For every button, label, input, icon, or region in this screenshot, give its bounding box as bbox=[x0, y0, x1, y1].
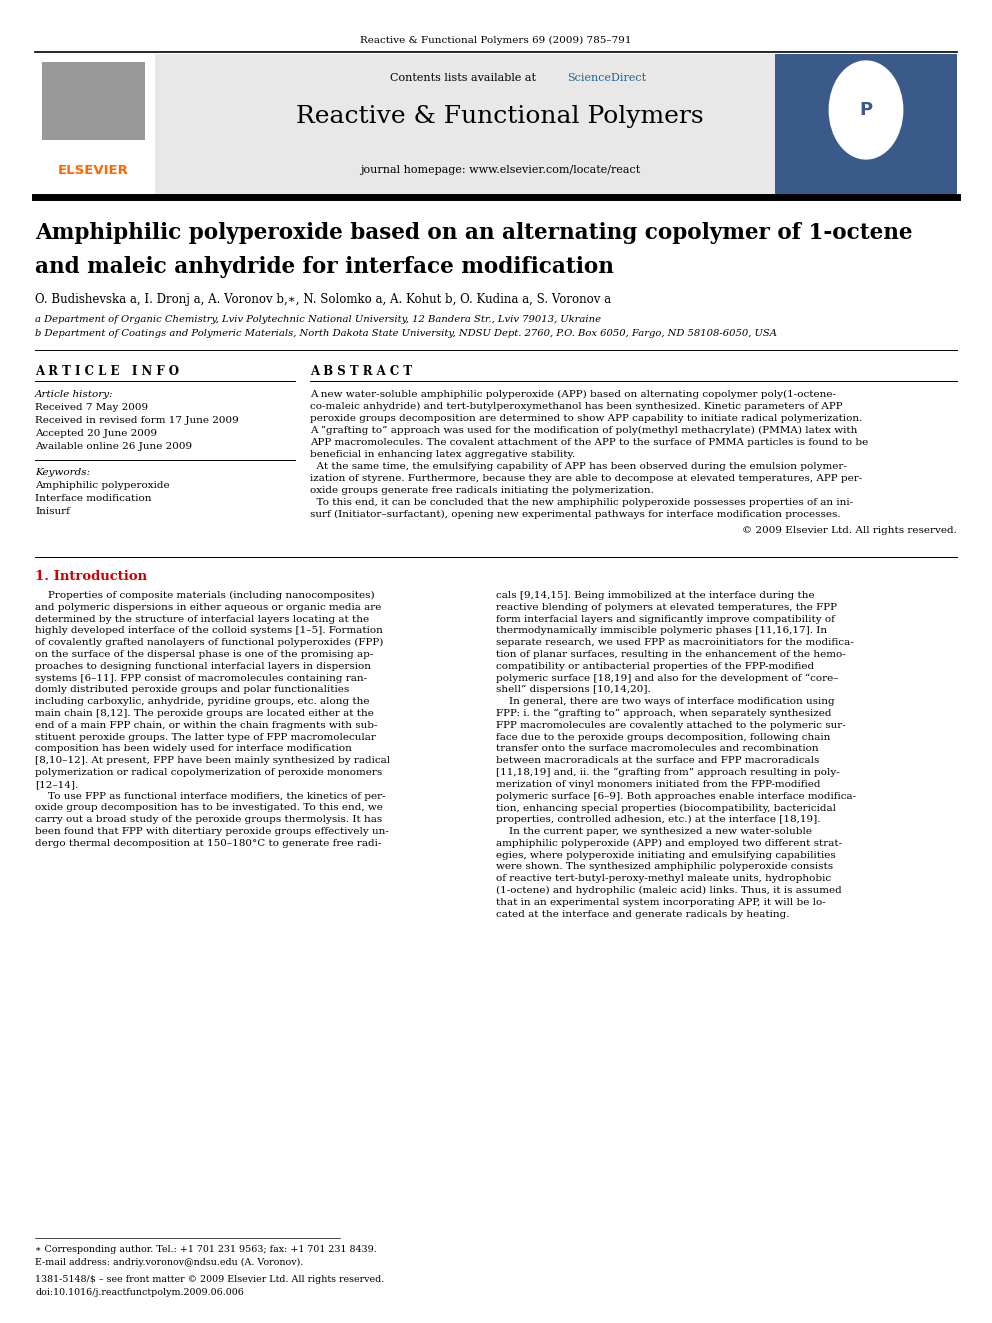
Text: Interface modification: Interface modification bbox=[35, 493, 152, 503]
Text: [8,10–12]. At present, FPP have been mainly synthesized by radical: [8,10–12]. At present, FPP have been mai… bbox=[35, 757, 390, 765]
Text: and polymeric dispersions in either aqueous or organic media are: and polymeric dispersions in either aque… bbox=[35, 603, 381, 611]
Text: © 2009 Elsevier Ltd. All rights reserved.: © 2009 Elsevier Ltd. All rights reserved… bbox=[742, 527, 957, 534]
Text: beneficial in enhancing latex aggregative stability.: beneficial in enhancing latex aggregativ… bbox=[310, 450, 575, 459]
Text: polymerization or radical copolymerization of peroxide monomers: polymerization or radical copolymerizati… bbox=[35, 767, 382, 777]
Text: ScienceDirect: ScienceDirect bbox=[567, 73, 646, 83]
Text: Accepted 20 June 2009: Accepted 20 June 2009 bbox=[35, 429, 157, 438]
Text: Received in revised form 17 June 2009: Received in revised form 17 June 2009 bbox=[35, 415, 239, 425]
Text: surf (Initiator–surfactant), opening new experimental pathways for interface mod: surf (Initiator–surfactant), opening new… bbox=[310, 509, 840, 519]
Text: Received 7 May 2009: Received 7 May 2009 bbox=[35, 404, 148, 411]
Text: Available online 26 June 2009: Available online 26 June 2009 bbox=[35, 442, 192, 451]
Text: form interfacial layers and significantly improve compatibility of: form interfacial layers and significantl… bbox=[496, 615, 835, 623]
Text: transfer onto the surface macromolecules and recombination: transfer onto the surface macromolecules… bbox=[496, 745, 818, 753]
Text: A “grafting to” approach was used for the modification of poly(methyl methacryla: A “grafting to” approach was used for th… bbox=[310, 426, 857, 435]
Text: thermodynamically immiscible polymeric phases [11,16,17]. In: thermodynamically immiscible polymeric p… bbox=[496, 626, 827, 635]
Text: stituent peroxide groups. The latter type of FPP macromolecular: stituent peroxide groups. The latter typ… bbox=[35, 733, 376, 742]
Text: 1381-5148/$ – see front matter © 2009 Elsevier Ltd. All rights reserved.: 1381-5148/$ – see front matter © 2009 El… bbox=[35, 1275, 384, 1285]
Text: of covalently grafted nanolayers of functional polyperoxides (FPP): of covalently grafted nanolayers of func… bbox=[35, 638, 383, 647]
Text: merization of vinyl monomers initiated from the FPP-modified: merization of vinyl monomers initiated f… bbox=[496, 779, 820, 789]
Text: proaches to designing functional interfacial layers in dispersion: proaches to designing functional interfa… bbox=[35, 662, 371, 671]
Text: Reactive & Functional Polymers 69 (2009) 785–791: Reactive & Functional Polymers 69 (2009)… bbox=[360, 36, 632, 45]
Text: domly distributed peroxide groups and polar functionalities: domly distributed peroxide groups and po… bbox=[35, 685, 349, 695]
Text: Amphiphilic polyperoxide based on an alternating copolymer of 1-octene: Amphiphilic polyperoxide based on an alt… bbox=[35, 222, 913, 243]
Text: ELSEVIER: ELSEVIER bbox=[58, 164, 128, 176]
Text: journal homepage: www.elsevier.com/locate/react: journal homepage: www.elsevier.com/locat… bbox=[360, 165, 640, 175]
Text: oxide groups generate free radicals initiating the polymerization.: oxide groups generate free radicals init… bbox=[310, 486, 654, 495]
Text: face due to the peroxide groups decomposition, following chain: face due to the peroxide groups decompos… bbox=[496, 733, 830, 742]
Text: A R T I C L E   I N F O: A R T I C L E I N F O bbox=[35, 365, 179, 378]
Text: O. Budishevska a, I. Dronj a, A. Voronov b,∗, N. Solomko a, A. Kohut b, O. Kudin: O. Budishevska a, I. Dronj a, A. Voronov… bbox=[35, 292, 611, 306]
Bar bbox=[42, 62, 145, 140]
Text: Article history:: Article history: bbox=[35, 390, 114, 400]
Text: egies, where polyperoxide initiating and emulsifying capabilities: egies, where polyperoxide initiating and… bbox=[496, 851, 835, 860]
Text: peroxide groups decomposition are determined to show APP capability to initiate : peroxide groups decomposition are determ… bbox=[310, 414, 862, 423]
Text: polymeric surface [18,19] and also for the development of “core–: polymeric surface [18,19] and also for t… bbox=[496, 673, 838, 683]
Circle shape bbox=[829, 61, 903, 159]
Text: (1-octene) and hydrophilic (maleic acid) links. Thus, it is assumed: (1-octene) and hydrophilic (maleic acid)… bbox=[496, 886, 842, 896]
Text: shell” dispersions [10,14,20].: shell” dispersions [10,14,20]. bbox=[496, 685, 651, 695]
Text: To use FPP as functional interface modifiers, the kinetics of per-: To use FPP as functional interface modif… bbox=[35, 791, 386, 800]
Text: [12–14].: [12–14]. bbox=[35, 779, 78, 789]
Text: properties, controlled adhesion, etc.) at the interface [18,19].: properties, controlled adhesion, etc.) a… bbox=[496, 815, 820, 824]
Text: tion, enhancing special properties (biocompatibility, bactericidal: tion, enhancing special properties (bioc… bbox=[496, 803, 836, 812]
Text: co-maleic anhydride) and tert-butylperoxymethanol has been synthesized. Kinetic : co-maleic anhydride) and tert-butylperox… bbox=[310, 402, 842, 411]
Text: doi:10.1016/j.reactfunctpolym.2009.06.006: doi:10.1016/j.reactfunctpolym.2009.06.00… bbox=[35, 1289, 244, 1297]
Text: including carboxylic, anhydride, pyridine groups, etc. along the: including carboxylic, anhydride, pyridin… bbox=[35, 697, 369, 706]
Text: a Department of Organic Chemistry, Lviv Polytechnic National University, 12 Band: a Department of Organic Chemistry, Lviv … bbox=[35, 315, 601, 324]
Text: on the surface of the dispersal phase is one of the promising ap-: on the surface of the dispersal phase is… bbox=[35, 650, 373, 659]
Text: A new water-soluble amphiphilic polyperoxide (APP) based on alternating copolyme: A new water-soluble amphiphilic polypero… bbox=[310, 390, 836, 400]
Text: b Department of Coatings and Polymeric Materials, North Dakota State University,: b Department of Coatings and Polymeric M… bbox=[35, 329, 777, 337]
Text: of reactive tert-butyl-peroxy-methyl maleate units, hydrophobic: of reactive tert-butyl-peroxy-methyl mal… bbox=[496, 875, 831, 884]
Text: cated at the interface and generate radicals by heating.: cated at the interface and generate radi… bbox=[496, 910, 790, 918]
Text: APP macromolecules. The covalent attachment of the APP to the surface of PMMA pa: APP macromolecules. The covalent attachm… bbox=[310, 438, 868, 447]
Text: systems [6–11]. FPP consist of macromolecules containing ran-: systems [6–11]. FPP consist of macromole… bbox=[35, 673, 367, 683]
Text: composition has been widely used for interface modification: composition has been widely used for int… bbox=[35, 745, 352, 753]
Text: To this end, it can be concluded that the new amphiphilic polyperoxide possesses: To this end, it can be concluded that th… bbox=[310, 497, 853, 507]
Text: P: P bbox=[859, 101, 873, 119]
Text: E-mail address: andriy.voronov@ndsu.edu (A. Voronov).: E-mail address: andriy.voronov@ndsu.edu … bbox=[35, 1258, 304, 1267]
Text: polymeric surface [6–9]. Both approaches enable interface modifica-: polymeric surface [6–9]. Both approaches… bbox=[496, 791, 856, 800]
Bar bbox=[35, 54, 957, 196]
Text: Inisurf: Inisurf bbox=[35, 507, 69, 516]
Text: oxide group decomposition has to be investigated. To this end, we: oxide group decomposition has to be inve… bbox=[35, 803, 383, 812]
Text: FPP: i. the “grafting to” approach, when separately synthesized: FPP: i. the “grafting to” approach, when… bbox=[496, 709, 831, 718]
Bar bbox=[775, 54, 957, 196]
Text: ization of styrene. Furthermore, because they are able to decompose at elevated : ization of styrene. Furthermore, because… bbox=[310, 474, 862, 483]
Text: tion of planar surfaces, resulting in the enhancement of the hemo-: tion of planar surfaces, resulting in th… bbox=[496, 650, 846, 659]
Text: highly developed interface of the colloid systems [1–5]. Formation: highly developed interface of the colloi… bbox=[35, 626, 383, 635]
Text: and maleic anhydride for interface modification: and maleic anhydride for interface modif… bbox=[35, 255, 614, 278]
Text: amphiphilic polyperoxide (APP) and employed two different strat-: amphiphilic polyperoxide (APP) and emplo… bbox=[496, 839, 842, 848]
Text: [11,18,19] and, ii. the “grafting from” approach resulting in poly-: [11,18,19] and, ii. the “grafting from” … bbox=[496, 767, 840, 778]
Text: Reactive & Functional Polymers: Reactive & Functional Polymers bbox=[297, 105, 703, 128]
Text: main chain [8,12]. The peroxide groups are located either at the: main chain [8,12]. The peroxide groups a… bbox=[35, 709, 374, 718]
Text: Amphiphilic polyperoxide: Amphiphilic polyperoxide bbox=[35, 482, 170, 490]
Text: A B S T R A C T: A B S T R A C T bbox=[310, 365, 412, 378]
Text: separate research, we used FPP as macroinitiators for the modifica-: separate research, we used FPP as macroi… bbox=[496, 638, 854, 647]
Text: In general, there are two ways of interface modification using: In general, there are two ways of interf… bbox=[496, 697, 834, 706]
Text: compatibility or antibacterial properties of the FPP-modified: compatibility or antibacterial propertie… bbox=[496, 662, 814, 671]
Text: dergo thermal decomposition at 150–180°C to generate free radi-: dergo thermal decomposition at 150–180°C… bbox=[35, 839, 381, 848]
Text: carry out a broad study of the peroxide groups thermolysis. It has: carry out a broad study of the peroxide … bbox=[35, 815, 382, 824]
Text: Contents lists available at: Contents lists available at bbox=[390, 73, 540, 83]
Text: were shown. The synthesized amphiphilic polyperoxide consists: were shown. The synthesized amphiphilic … bbox=[496, 863, 833, 872]
Text: FPP macromolecules are covalently attached to the polymeric sur-: FPP macromolecules are covalently attach… bbox=[496, 721, 846, 730]
Text: In the current paper, we synthesized a new water-soluble: In the current paper, we synthesized a n… bbox=[496, 827, 812, 836]
Text: cals [9,14,15]. Being immobilized at the interface during the: cals [9,14,15]. Being immobilized at the… bbox=[496, 591, 814, 601]
Text: At the same time, the emulsifying capability of APP has been observed during the: At the same time, the emulsifying capabi… bbox=[310, 462, 847, 471]
Text: 1. Introduction: 1. Introduction bbox=[35, 570, 147, 583]
Text: that in an experimental system incorporating APP, it will be lo-: that in an experimental system incorpora… bbox=[496, 898, 825, 906]
Text: determined by the structure of interfacial layers locating at the: determined by the structure of interfaci… bbox=[35, 615, 369, 623]
Text: ∗ Corresponding author. Tel.: +1 701 231 9563; fax: +1 701 231 8439.: ∗ Corresponding author. Tel.: +1 701 231… bbox=[35, 1245, 377, 1254]
Text: end of a main FPP chain, or within the chain fragments with sub-: end of a main FPP chain, or within the c… bbox=[35, 721, 378, 730]
Text: between macroradicals at the surface and FPP macroradicals: between macroradicals at the surface and… bbox=[496, 757, 819, 765]
Text: Properties of composite materials (including nanocomposites): Properties of composite materials (inclu… bbox=[35, 591, 375, 601]
Text: reactive blending of polymers at elevated temperatures, the FPP: reactive blending of polymers at elevate… bbox=[496, 603, 837, 611]
Text: Keywords:: Keywords: bbox=[35, 468, 90, 478]
Bar bbox=[35, 54, 155, 196]
Text: been found that FPP with ditertiary peroxide groups effectively un-: been found that FPP with ditertiary pero… bbox=[35, 827, 389, 836]
